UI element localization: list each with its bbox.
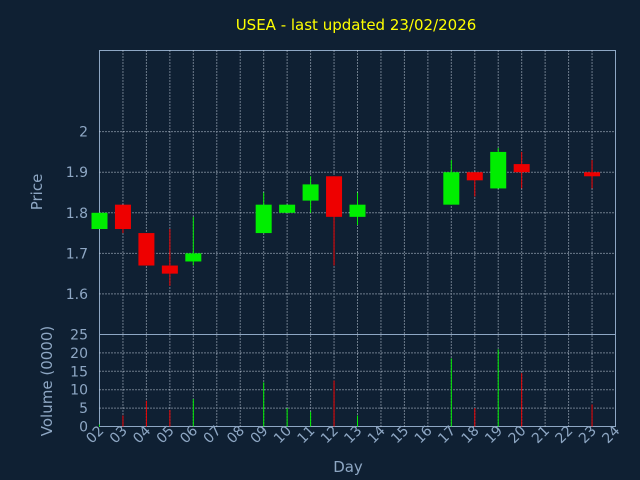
price-tick-label: 1.8 xyxy=(66,206,88,222)
day-axis-ticks: 02 03 04 05 06 07 08 09 10 11 12 13 14 15 16 17 18 19 20 21… xyxy=(83,423,623,447)
candle-19 xyxy=(490,147,507,189)
volume-axis-label: Volume (0000) xyxy=(38,326,56,436)
candle-11 xyxy=(302,176,319,213)
candle-23 xyxy=(584,160,601,189)
candle-body xyxy=(255,204,272,234)
candle-12 xyxy=(326,176,343,266)
grid-lines xyxy=(99,50,616,427)
price-axis-ticks: 1.6 1.7 1.8 1.9 2 xyxy=(66,125,88,303)
candle-body xyxy=(513,164,530,173)
candle-body xyxy=(138,233,155,266)
candle-04 xyxy=(138,233,155,266)
volume-series xyxy=(99,349,593,427)
candle-body xyxy=(443,172,460,205)
candle-body xyxy=(349,204,366,217)
candle-body xyxy=(185,253,202,262)
candle-body xyxy=(326,176,343,217)
price-tick-label: 1.7 xyxy=(66,246,88,262)
price-tick-label: 2 xyxy=(79,125,88,141)
candle-09 xyxy=(255,192,272,234)
candle-02 xyxy=(91,212,108,230)
candle-body xyxy=(114,204,131,230)
volume-tick-label: 0 xyxy=(79,420,88,436)
candle-10 xyxy=(279,204,296,213)
candlestick-series xyxy=(91,147,601,286)
price-tick-label: 1.9 xyxy=(66,165,88,181)
candle-17 xyxy=(443,160,460,205)
price-tick-label: 1.6 xyxy=(66,287,88,303)
candle-body xyxy=(279,204,296,213)
candle-20 xyxy=(513,151,530,189)
candle-body xyxy=(490,151,507,189)
day-axis-label: Day xyxy=(333,458,363,476)
volume-tick-label: 10 xyxy=(70,383,88,399)
price-axis-label: Price xyxy=(28,174,46,211)
candle-body xyxy=(302,184,319,201)
candle-06 xyxy=(185,216,202,266)
volume-tick-label: 25 xyxy=(70,328,88,344)
volume-tick-label: 20 xyxy=(70,346,88,362)
candle-13 xyxy=(349,192,366,225)
candle-03 xyxy=(114,204,131,234)
candle-18 xyxy=(466,172,483,197)
candle-body xyxy=(91,212,108,230)
volume-tick-label: 15 xyxy=(70,364,88,380)
candle-body xyxy=(161,265,178,274)
volume-tick-label: 5 xyxy=(79,401,88,417)
candle-05 xyxy=(161,229,178,286)
volume-axis-ticks: 0 5 10 15 20 25 xyxy=(70,328,88,436)
candle-body xyxy=(584,172,601,177)
chart-title: USEA - last updated 23/02/2026 xyxy=(236,16,477,34)
candle-body xyxy=(466,172,483,181)
